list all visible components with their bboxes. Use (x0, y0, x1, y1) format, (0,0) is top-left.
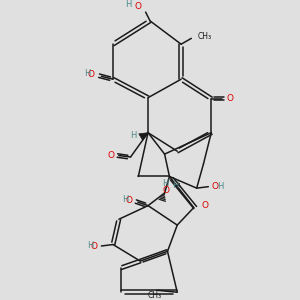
Text: O: O (212, 182, 219, 191)
Text: H: H (217, 182, 224, 191)
Text: O: O (201, 201, 208, 210)
Text: H: H (162, 179, 168, 188)
Polygon shape (139, 133, 148, 140)
Text: CH₃: CH₃ (197, 32, 211, 40)
Text: O: O (126, 196, 133, 205)
Text: 4: 4 (176, 183, 180, 188)
Text: H: H (125, 0, 132, 9)
Text: O: O (163, 186, 170, 195)
Text: O: O (134, 2, 141, 11)
Text: O: O (107, 151, 115, 160)
Text: H: H (122, 195, 128, 204)
Text: CH₃: CH₃ (148, 291, 162, 300)
Text: H: H (87, 241, 94, 250)
Text: O: O (91, 242, 98, 250)
Text: H: H (130, 131, 136, 140)
Text: O: O (226, 94, 233, 103)
Text: H: H (172, 181, 178, 190)
Text: O: O (88, 70, 95, 79)
Text: H: H (84, 69, 90, 78)
